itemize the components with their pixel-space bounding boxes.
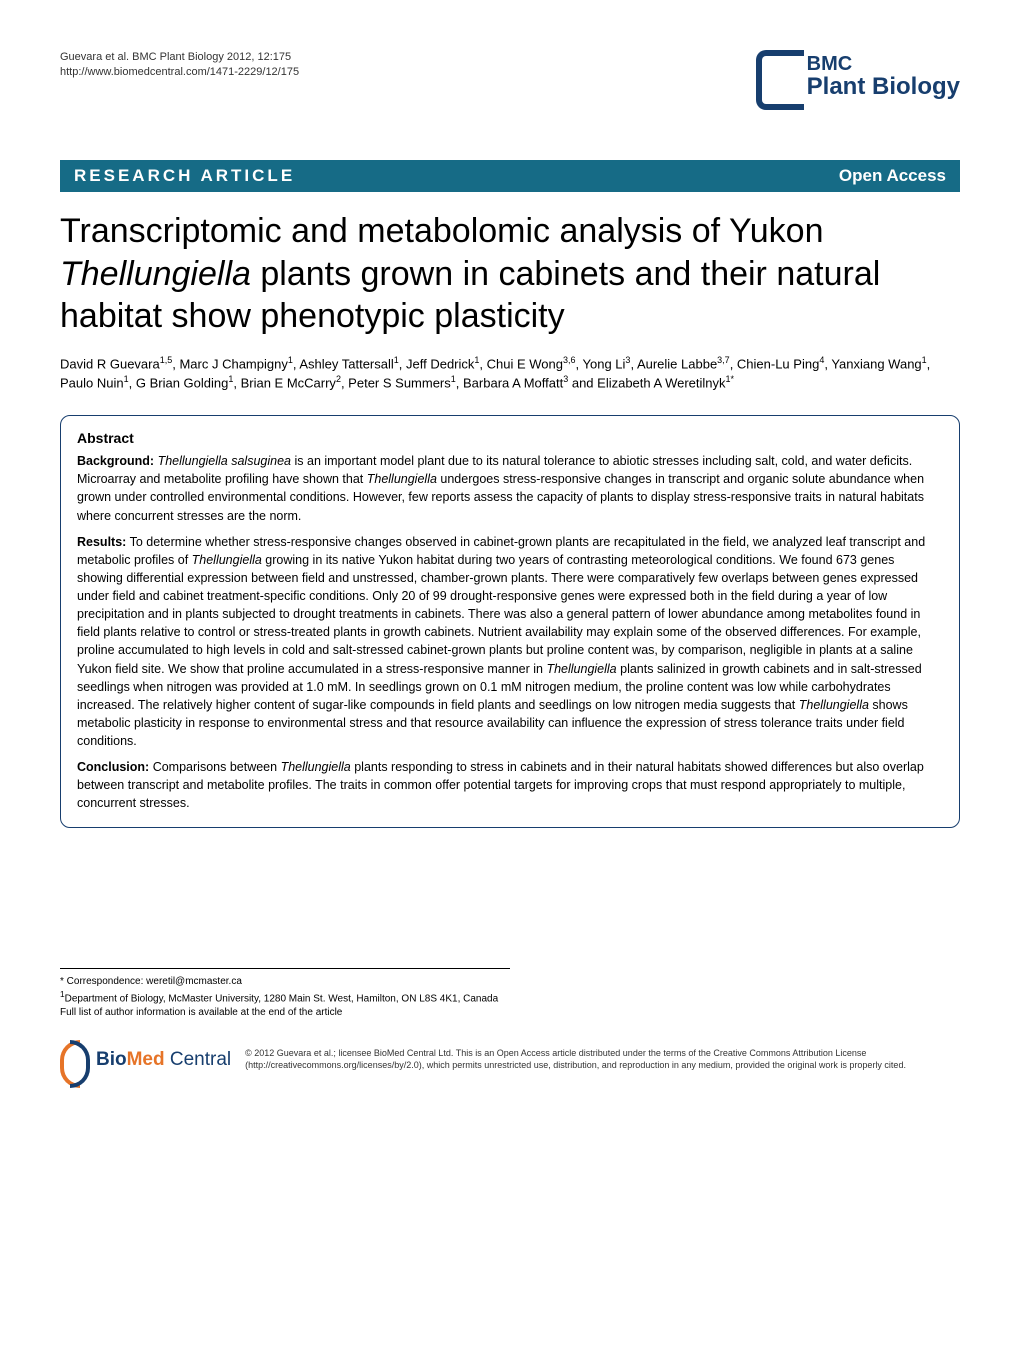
logo-prefix: BMC	[807, 54, 960, 74]
publisher-central: Central	[165, 1049, 232, 1070]
logo-bracket-icon	[756, 50, 804, 110]
logo-text: BMC Plant Biology	[807, 50, 960, 100]
publisher-logo: BioMed Central	[60, 1040, 231, 1080]
publisher-logo-text: BioMed Central	[96, 1049, 231, 1071]
article-type-label: RESEARCH ARTICLE	[74, 166, 295, 186]
license-text: © 2012 Guevara et al.; licensee BioMed C…	[245, 1048, 960, 1071]
author-list: David R Guevara1,5, Marc J Champigny1, A…	[60, 354, 960, 394]
author-info-note: Full list of author information is avail…	[60, 1006, 510, 1020]
article-title: Transcriptomic and metabolomic analysis …	[60, 210, 960, 338]
abstract-background-text: Thellungiella salsuginea is an important…	[77, 454, 924, 522]
header-row: Guevara et al. BMC Plant Biology 2012, 1…	[60, 50, 960, 130]
article-type-banner: RESEARCH ARTICLE Open Access	[60, 160, 960, 192]
publisher-med: Med	[127, 1049, 165, 1070]
journal-logo: BMC Plant Biology	[756, 50, 960, 110]
abstract-background-label: Background:	[77, 454, 154, 468]
abstract-conclusion: Conclusion: Comparisons between Thellung…	[77, 758, 943, 812]
correspondence-footer: * Correspondence: weretil@mcmaster.ca 1D…	[60, 968, 510, 1020]
abstract-box: Abstract Background: Thellungiella salsu…	[60, 415, 960, 827]
citation-block: Guevara et al. BMC Plant Biology 2012, 1…	[60, 50, 299, 81]
abstract-background: Background: Thellungiella salsuginea is …	[77, 452, 943, 525]
affiliation-line: 1Department of Biology, McMaster Univers…	[60, 989, 510, 1006]
abstract-heading: Abstract	[77, 430, 943, 446]
publisher-bio: Bio	[96, 1049, 127, 1070]
correspondence-email: * Correspondence: weretil@mcmaster.ca	[60, 975, 510, 989]
citation-line1: Guevara et al. BMC Plant Biology 2012, 1…	[60, 50, 299, 65]
abstract-results: Results: To determine whether stress-res…	[77, 533, 943, 751]
logo-journal-name: Plant Biology	[807, 74, 960, 100]
license-row: BioMed Central © 2012 Guevara et al.; li…	[60, 1040, 960, 1080]
citation-url: http://www.biomedcentral.com/1471-2229/1…	[60, 65, 299, 80]
publisher-logo-icon	[60, 1040, 90, 1080]
abstract-conclusion-text: Comparisons between Thellungiella plants…	[77, 760, 924, 810]
abstract-results-label: Results:	[77, 535, 126, 549]
open-access-label: Open Access	[839, 166, 946, 186]
abstract-results-text: To determine whether stress-responsive c…	[77, 535, 925, 748]
article-page: Guevara et al. BMC Plant Biology 2012, 1…	[0, 0, 1020, 1120]
abstract-conclusion-label: Conclusion:	[77, 760, 149, 774]
